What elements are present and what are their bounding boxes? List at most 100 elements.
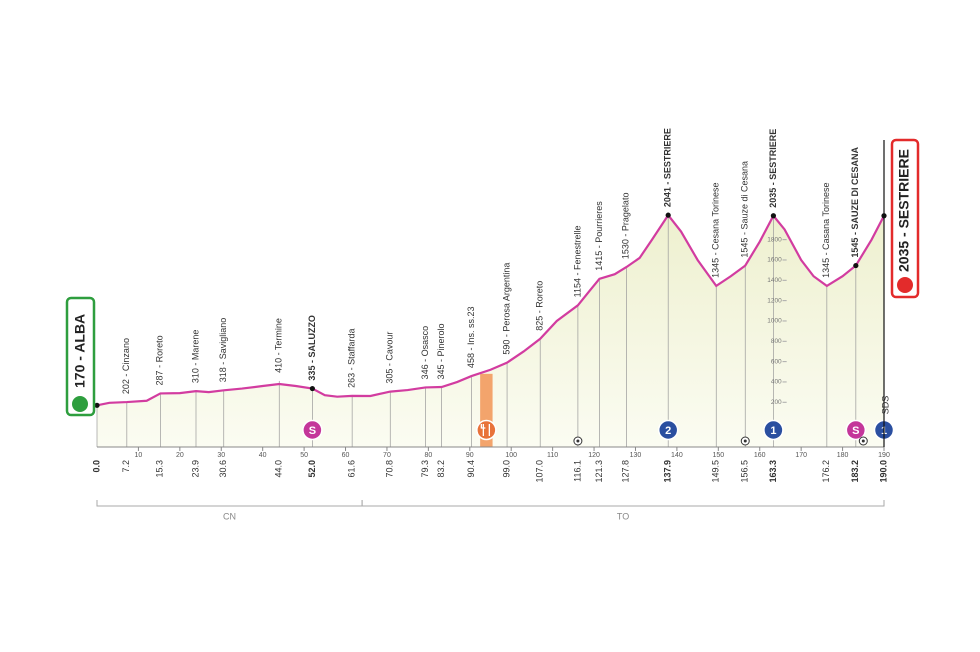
y-tick-label: 1000 [767,318,782,325]
y-tick-label: 600 [771,358,782,365]
x-tick-label: 130 [630,452,642,459]
climb-icon [302,419,323,441]
y-tick-label: 200 [771,399,782,406]
waypoint-label: 590 - Perosa Argentina [501,263,511,355]
x-tick-label: 160 [754,452,766,459]
km-label: 23.9 [190,460,200,478]
km-label: 121.3 [594,460,604,483]
x-tick-label: 10 [135,452,143,459]
waypoint-label: 263 - Staffarda [347,329,357,388]
km-label: 83.2 [436,460,446,478]
km-label: 163.3 [768,460,778,483]
start-icon [72,396,88,412]
x-tick-label: 20 [176,452,184,459]
finish-icon [897,277,913,293]
start-label: 170 - ALBA [72,314,88,388]
km-label: 127.8 [621,460,631,483]
y-tick-label: 400 [771,379,782,386]
climb-icon-label: S [309,425,316,437]
finish-box [890,138,920,299]
climb-icon [845,419,867,441]
waypoint-label: 410 - Termine [274,318,284,373]
waypoint-label: 1345 - Casana Torinese [821,182,831,277]
x-tick-label: 60 [342,452,350,459]
waypoint-label: 346 - Osasco [420,326,430,380]
x-tick-label: 50 [300,452,308,459]
feed-icon [476,419,497,441]
km-label: 30.6 [218,460,228,478]
x-tick-label: 150 [712,452,724,459]
x-tick-label: 100 [505,452,517,459]
x-tick-label: 30 [217,452,225,459]
waypoint-label: 1154 - Fenestrelle [572,225,582,297]
waypoint-label: 310 - Marene [190,330,200,384]
waypoint-label: 202 - Cinzano [121,338,131,394]
waypoint-label: 1345 - Cesana Torinese [711,182,721,277]
region-label: CN [223,511,236,521]
km-label: 116.1 [572,460,582,482]
waypoint-dot [94,402,100,408]
km-label: 156.5 [740,460,750,483]
km-label: 7.2 [121,460,131,473]
km-label: 149.5 [711,460,721,483]
waypoint-label: 1545 - SAUZE DI CESANA [850,147,860,258]
region-bracket [96,500,363,507]
km-label: 61.6 [347,460,357,478]
y-tick-label: 1400 [767,277,782,284]
km-label: 90.4 [466,460,476,478]
waypoint-label: 305 - Cavour [385,332,395,384]
climb-icon-label: 1 [770,425,776,437]
x-tick-label: 140 [671,452,683,459]
waypoint-label: 318 - Savigliano [218,318,228,383]
profile-area [97,215,884,447]
km-label: 44.0 [274,460,284,478]
km-label: 52.0 [307,460,317,478]
x-tick-label: 90 [466,452,474,459]
waypoint-dot [770,213,777,219]
x-tick-label: 70 [383,452,391,459]
waypoint-label: 335 - SALUZZO [307,315,317,381]
climb-icon-label: S [852,425,859,437]
km-label: 176.2 [821,460,831,483]
x-tick-label: 40 [259,452,267,459]
note: SDS [880,396,890,415]
sprint-marker-dot [743,439,747,443]
x-tick-label: 170 [795,452,807,459]
sprint-marker-dot [576,439,580,443]
x-tick-label: 120 [588,452,600,459]
waypoint-label: 2041 - SESTRIERE [663,128,673,207]
x-tick-label: 110 [547,452,558,459]
waypoint-label: 825 - Roreto [535,281,545,331]
km-label: 107.0 [535,460,545,483]
km-label: 190.0 [878,460,888,483]
climb-icon [657,419,679,441]
waypoint-dot [853,262,859,269]
km-label: 137.9 [663,460,673,483]
climb-icon [763,419,784,441]
x-tick-label: 80 [424,452,432,459]
waypoint-label: 287 - Roreto [155,335,165,385]
y-tick-label: 1600 [767,257,782,264]
waypoint-label: 1530 - Pragelato [621,193,631,260]
waypoint-label: 1545 - Sauze di Cesana [740,161,750,258]
km-label: 99.0 [501,460,511,478]
y-tick-label: 1200 [767,297,782,304]
finish-label: 2035 - SESTRIERE [896,149,912,272]
climb-icon-label: 2 [665,425,671,437]
km-label: 15.3 [155,460,165,478]
x-tick-label: 190 [878,452,890,459]
y-tick-label: 800 [771,338,782,345]
km-label: 0.0 [91,460,101,473]
waypoint-dot [309,385,315,392]
region-label: TO [617,511,629,521]
waypoint-label: 1415 - Pourrieres [594,201,604,271]
km-label: 183.2 [850,460,860,483]
profile-line [96,213,885,407]
waypoint-label: 458 - Ins. ss.23 [466,307,476,369]
region-bracket [361,500,885,507]
x-tick-label: 180 [837,452,849,459]
km-label: 79.3 [420,460,430,478]
start-box [65,296,96,417]
sprint-marker-dot [861,439,865,443]
